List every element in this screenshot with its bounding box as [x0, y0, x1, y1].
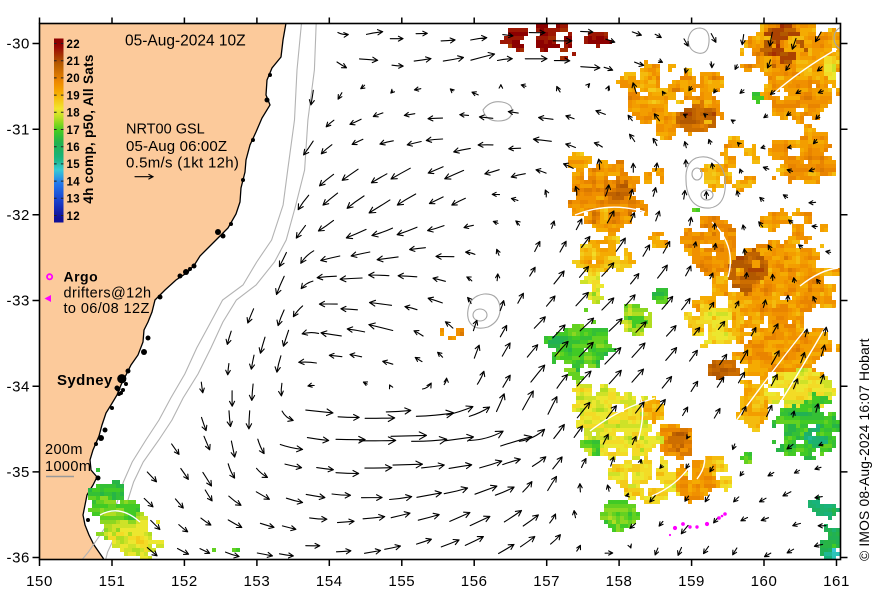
svg-text:18: 18 [67, 108, 81, 120]
svg-text:-32: -32 [7, 207, 30, 224]
svg-text:20: 20 [67, 73, 80, 85]
svg-text:16: 16 [67, 142, 80, 154]
svg-text:-31: -31 [7, 121, 30, 138]
svg-text:153: 153 [243, 573, 270, 590]
svg-text:05-Aug-2024 10Z: 05-Aug-2024 10Z [125, 33, 246, 50]
svg-text:159: 159 [678, 573, 705, 590]
svg-text:NRT00 GSL: NRT00 GSL [126, 122, 205, 138]
svg-text:21: 21 [67, 56, 81, 68]
svg-text:161: 161 [823, 573, 850, 590]
svg-text:157: 157 [533, 573, 560, 590]
svg-text:158: 158 [606, 573, 633, 590]
svg-text:200m: 200m [45, 442, 83, 458]
svg-text:22: 22 [67, 39, 80, 51]
svg-text:17: 17 [67, 125, 80, 137]
svg-text:to 06/08 12Z: to 06/08 12Z [64, 301, 150, 317]
svg-text:-30: -30 [7, 36, 30, 53]
svg-text:-36: -36 [7, 550, 30, 567]
svg-text:160: 160 [751, 573, 778, 590]
svg-text:05-Aug 06:00Z: 05-Aug 06:00Z [126, 138, 227, 155]
svg-text:151: 151 [99, 573, 126, 590]
svg-text:Sydney: Sydney [57, 372, 113, 389]
svg-text:15: 15 [67, 159, 81, 171]
svg-text:1000m: 1000m [45, 459, 91, 475]
svg-text:154: 154 [316, 573, 343, 590]
svg-text:12: 12 [67, 211, 80, 223]
svg-text:155: 155 [388, 573, 415, 590]
svg-text:14: 14 [67, 176, 81, 188]
svg-text:-35: -35 [7, 464, 30, 481]
svg-text:4h comp, p50, All Sats: 4h comp, p50, All Sats [81, 54, 96, 203]
svg-text:© IMOS 08-Aug-2024 16:07 Hobar: © IMOS 08-Aug-2024 16:07 Hobart [857, 338, 872, 561]
svg-text:13: 13 [67, 194, 80, 206]
svg-text:152: 152 [171, 573, 198, 590]
svg-text:-33: -33 [7, 293, 30, 310]
svg-text:150: 150 [26, 573, 53, 590]
svg-text:drifters@12h: drifters@12h [64, 285, 152, 301]
svg-text:Argo: Argo [64, 268, 99, 284]
svg-text:0.5m/s (1kt 12h): 0.5m/s (1kt 12h) [126, 155, 239, 172]
svg-text:19: 19 [67, 90, 80, 102]
svg-text:-34: -34 [7, 378, 30, 395]
svg-text:156: 156 [461, 573, 488, 590]
